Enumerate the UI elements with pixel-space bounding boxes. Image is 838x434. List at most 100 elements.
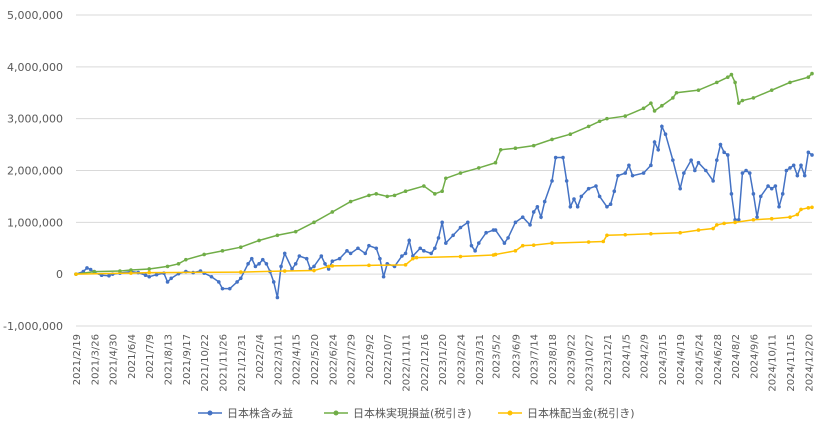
data-point [275,295,280,300]
data-point [718,142,723,147]
data-point [678,230,682,235]
data-point [769,216,774,221]
x-tick-label: 2024/12/20 [804,334,815,392]
data-point [374,192,379,196]
data-point [469,243,474,248]
data-point [330,264,335,268]
data-point [696,228,701,232]
data-point [220,249,225,253]
data-point [422,184,426,188]
data-point [282,251,287,256]
data-point [147,274,152,279]
data-point [769,186,774,191]
data-point [260,257,265,262]
data-point [729,72,734,77]
data-point [403,189,408,194]
data-point [740,98,745,103]
data-point [312,268,316,273]
data-point [623,171,628,175]
data-point [143,273,148,278]
data-point [436,236,441,240]
data-point [733,217,737,222]
legend-label: 日本株含み益 [227,406,293,420]
data-point [788,80,792,85]
data-point [118,269,122,273]
data-point [711,226,715,231]
data-point [605,204,609,209]
data-point [660,103,664,108]
data-point [795,173,800,178]
data-point [367,193,371,198]
y-tick-label: 1,000,000 [7,216,63,229]
data-point [671,96,675,100]
data-point [498,147,503,152]
data-point [561,155,565,160]
data-point [444,241,448,245]
data-point [755,215,759,219]
legend-marker [207,410,213,416]
data-point [758,194,763,199]
data-point [85,266,89,270]
x-tick-label: 2024/6/28 [713,334,724,385]
x-tick-label: 2023/2/24 [456,334,467,385]
data-point [586,240,591,244]
data-point [374,246,379,251]
legend-label: 日本株実現損益(税引き) [353,406,472,420]
data-point [356,246,360,251]
data-point [682,171,686,175]
data-point [751,217,756,222]
data-point [795,212,800,217]
data-point [693,168,697,173]
data-point [715,158,719,162]
data-point [751,192,756,196]
data-point [520,215,525,219]
data-point [542,199,547,204]
data-point [715,80,719,85]
data-point [392,193,397,198]
data-point [810,205,814,210]
data-point [671,158,675,162]
data-point [784,168,789,173]
data-point [802,173,807,178]
data-point [418,246,423,251]
data-point [363,251,368,256]
data-point [729,192,734,196]
data-point [597,119,602,124]
data-point [528,223,532,227]
data-point [381,274,386,279]
x-tick-label: 2022/10/7 [383,334,394,385]
y-axis-ticks: 5,000,000 4,000,000 3,000,000 2,000,000 1,00… [3,9,63,333]
data-point [176,262,181,266]
data-point [799,207,803,212]
data-point [293,229,298,234]
data-point [147,270,152,275]
data-point [520,243,525,248]
data-point [799,163,803,168]
data-point [493,228,498,232]
data-point [663,132,668,137]
data-point [458,225,463,230]
x-tick-label: 2023/8/18 [548,334,559,385]
x-tick-label: 2024/9/6 [749,334,760,379]
data-point [696,160,701,165]
data-point [330,259,335,264]
data-point [440,189,444,194]
y-tick-label: 5,000,000 [7,9,63,22]
data-point [165,264,170,269]
data-point [531,143,536,148]
legend-marker [507,410,513,416]
data-point [323,262,327,266]
data-point [407,238,412,243]
x-tick-label: 2022/11/11 [402,334,413,392]
x-tick-label: 2023/10/27 [585,334,596,392]
legend-marker [333,410,339,416]
data-point [147,267,152,271]
data-point [506,236,510,240]
data-point [696,88,701,92]
data-point [444,176,448,181]
data-point [279,264,283,269]
data-point [326,264,331,269]
data-point [282,269,287,273]
data-point [238,276,243,281]
data-point [348,251,353,256]
